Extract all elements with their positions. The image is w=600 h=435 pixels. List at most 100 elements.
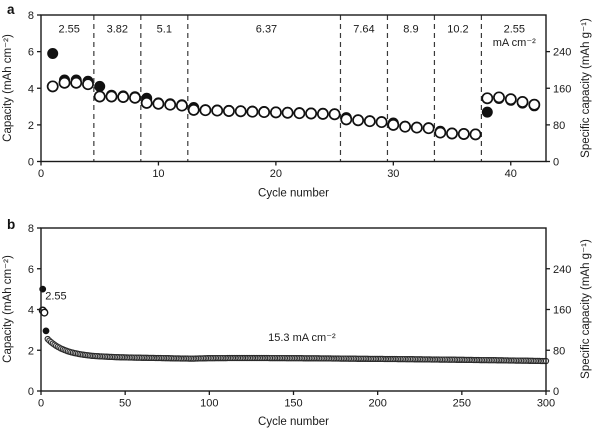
data-point (434, 126, 447, 139)
data-point (46, 80, 59, 93)
data-point (129, 91, 141, 104)
data-point (316, 107, 329, 120)
data-point (269, 106, 282, 119)
data-point (42, 327, 50, 335)
data-point (234, 105, 247, 118)
rate-label: 2.55 (58, 23, 79, 35)
x-tick-label: 0 (38, 168, 44, 180)
y-tick-label-left: 4 (28, 305, 34, 317)
x-axis-title: Cycle number (258, 416, 329, 428)
data-point (305, 107, 318, 120)
data-point (363, 115, 376, 128)
data-point (152, 97, 165, 110)
x-tick-label: 200 (368, 398, 386, 410)
annotation-label: 2.55 (45, 290, 66, 302)
data-point (293, 107, 306, 120)
panel-a-letter: a (7, 2, 15, 17)
y-tick-label-right: 0 (553, 386, 559, 398)
rate-label: 7.64 (353, 23, 374, 35)
rate-label: 5.1 (157, 23, 172, 35)
y-tick-label-left: 8 (28, 10, 34, 22)
data-point (58, 76, 71, 89)
y-tick-label-left: 0 (28, 386, 34, 398)
y-tick-label-right: 240 (553, 264, 571, 276)
y-tick-label-right: 80 (553, 120, 565, 132)
x-tick-label: 0 (38, 398, 44, 410)
data-point (47, 48, 59, 59)
data-point (93, 90, 106, 103)
data-point (340, 113, 353, 126)
x-tick-label: 40 (505, 168, 517, 180)
y-axis-title-left: Capacity (mAh cm⁻²) (2, 255, 14, 363)
data-point (246, 105, 259, 118)
rate-label: 6.37 (256, 23, 277, 35)
plot-box (40, 14, 547, 163)
data-point (70, 76, 83, 89)
data-point (387, 118, 400, 131)
y-tick-label-right: 0 (553, 157, 559, 169)
data-point (199, 104, 212, 117)
x-tick-label: 10 (152, 168, 164, 180)
data-point (481, 106, 493, 118)
data-point (481, 92, 494, 105)
x-axis-title: Cycle number (258, 188, 329, 200)
y-tick-label-right: 160 (553, 83, 571, 95)
rate-label: 3.82 (107, 23, 128, 35)
data-point (82, 78, 94, 91)
y-tick-label-left: 8 (28, 223, 34, 235)
panel-b-letter: b (7, 217, 16, 232)
rate-label: 8.9 (403, 23, 418, 35)
data-point (117, 91, 130, 103)
data-point (164, 98, 177, 111)
y-tick-label-left: 2 (28, 120, 34, 132)
rate-label: 2.55 (504, 23, 525, 35)
data-point (446, 127, 458, 140)
plot-box (40, 227, 547, 392)
data-point (187, 103, 200, 116)
data-point (328, 108, 341, 121)
data-point (493, 91, 505, 104)
x-tick-label: 50 (119, 398, 131, 410)
data-point (516, 96, 529, 108)
x-tick-label: 30 (387, 168, 399, 180)
y-axis-title-left: Capacity (mAh cm⁻²) (2, 34, 14, 142)
y-axis-title-right: Specific capacity (mAh g⁻¹) (580, 239, 592, 379)
data-point (281, 106, 294, 119)
data-point (457, 128, 470, 140)
rate-label: mA cm⁻² (493, 37, 536, 49)
x-tick-label: 100 (200, 398, 218, 410)
y-tick-label-right: 240 (553, 47, 571, 59)
annotation-label: 15.3 mA cm⁻² (268, 332, 336, 344)
y-tick-label-right: 160 (553, 305, 571, 317)
series-long-cycling (44, 335, 550, 365)
data-point (94, 80, 106, 92)
data-point (222, 105, 235, 117)
data-point (352, 114, 365, 127)
x-tick-label: 300 (537, 398, 555, 410)
data-point (375, 116, 388, 129)
x-tick-label: 150 (284, 398, 302, 410)
y-tick-label-left: 2 (28, 345, 34, 357)
data-point (211, 104, 224, 117)
y-tick-label-left: 4 (28, 83, 34, 95)
data-point (422, 122, 435, 135)
data-point (528, 98, 541, 111)
data-point (105, 90, 118, 103)
y-tick-label-left: 0 (28, 157, 34, 169)
data-point (140, 96, 153, 109)
data-point (410, 121, 423, 134)
x-tick-label: 250 (453, 398, 471, 410)
y-axis-title-right: Specific capacity (mAh g⁻¹) (580, 18, 592, 158)
data-point (469, 128, 482, 141)
x-tick-label: 20 (270, 168, 282, 180)
rate-label: 10.2 (447, 23, 468, 35)
series-charge-capacity (46, 76, 541, 141)
y-tick-label-right: 80 (553, 345, 565, 357)
y-tick-label-left: 6 (28, 264, 34, 276)
data-point (258, 106, 271, 119)
data-point (40, 308, 49, 317)
